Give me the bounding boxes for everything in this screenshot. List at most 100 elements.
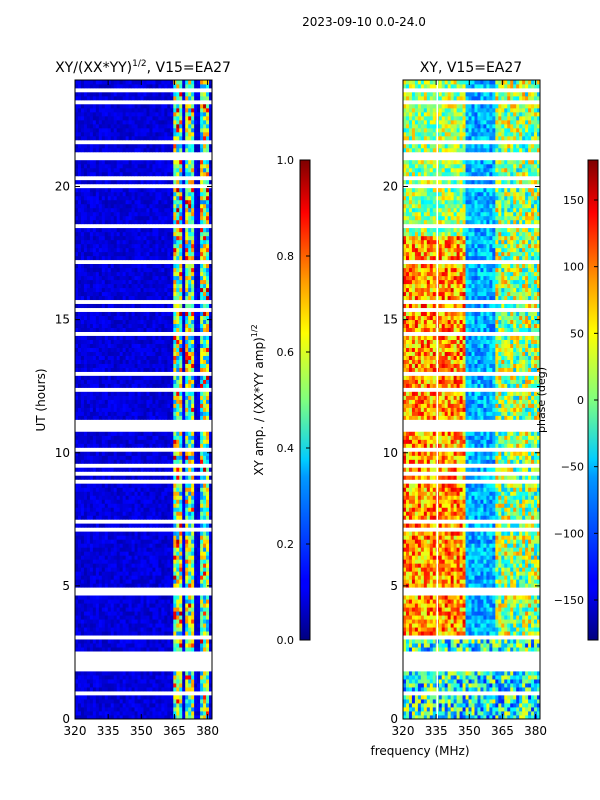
heatmap-cell [152,291,156,297]
heatmap-cell [113,703,118,708]
heatmap-cell [107,267,112,273]
heatmap-cell [107,683,112,688]
heatmap-cell [179,675,183,680]
heatmap-cell [173,315,177,321]
heatmap-cell [122,607,127,612]
heatmap-cell [89,243,94,249]
heatmap-cell [95,219,100,225]
heatmap-cell [155,603,159,608]
heatmap-cell [101,603,106,608]
heatmap-cell [146,623,150,628]
heatmap-cell [143,443,147,448]
heatmap-cell [173,475,177,480]
heatmap-cell [131,323,135,329]
heatmap-cell [83,439,88,444]
heatmap-cell [89,683,94,688]
heatmap-cell [170,523,174,528]
heatmap-cell [179,543,183,548]
heatmap-cell [167,535,171,540]
heatmap-cell [206,343,210,348]
heatmap-cell [209,211,212,217]
heatmap-cell [209,199,212,205]
heatmap-cell [95,615,100,620]
heatmap-cell [134,243,138,249]
heatmap-cell [122,399,127,404]
heatmap-cell [149,407,153,412]
heatmap-cell [125,687,130,692]
heatmap-cell [119,511,124,516]
heatmap-cell [83,207,88,213]
heatmap-cell [107,439,112,444]
heatmap-cell [83,263,88,269]
heatmap-cell [173,207,177,213]
heatmap-cell [101,395,106,400]
heatmap-cell [170,439,174,444]
heatmap-cell [149,399,153,404]
heatmap-cell [110,443,115,448]
heatmap-cell [134,407,138,412]
heatmap-cell [119,679,124,684]
heatmap-cell [170,231,174,237]
heatmap-cell [179,523,183,528]
heatmap-cell [122,511,127,516]
heatmap-cell [107,275,112,281]
heatmap-cell [179,303,183,309]
heatmap-cell [185,579,189,584]
heatmap-cell [83,359,88,364]
heatmap-cell [155,399,159,404]
heatmap-cell [101,459,106,464]
left-title-main: XY/(XX*YY) [55,60,132,76]
heatmap-cell [206,323,210,329]
heatmap-cell [122,675,127,680]
heatmap-cell [170,711,174,716]
heatmap-cell [128,671,132,676]
heatmap-cell [134,263,138,269]
heatmap-cell [119,355,124,360]
heatmap-cell [197,555,201,560]
heatmap-cell [182,707,186,712]
heatmap-cell [134,323,138,329]
heatmap-cell [152,215,156,221]
heatmap-cell [83,199,88,205]
heatmap-cell [155,455,159,460]
heatmap-cell [125,231,130,237]
heatmap-cell [158,467,162,472]
heatmap-cell [140,363,144,368]
heatmap-cell [200,251,204,257]
heatmap-cell [182,639,186,644]
heatmap-cell [176,575,180,580]
heatmap-cell [119,639,124,644]
heatmap-cell [185,475,189,480]
heatmap-cell [137,539,141,544]
heatmap-cell [152,239,156,245]
heatmap-cell [206,627,210,632]
heatmap-cell [164,415,168,420]
heatmap-cell [75,239,79,245]
heatmap-cell [149,711,153,716]
heatmap-cell [77,267,82,273]
heatmap-cell [98,187,103,193]
heatmap-cell [75,643,79,648]
heatmap-cell [149,199,153,205]
heatmap-cell [164,523,168,528]
heatmap-cell [152,219,156,225]
heatmap-cell [158,335,162,340]
heatmap-cell [86,599,91,604]
heatmap-cell [80,503,85,508]
heatmap-cell [161,399,165,404]
heatmap-cell [104,291,109,297]
heatmap-cell [101,267,106,273]
heatmap-cell [80,699,85,704]
heatmap-cell [191,431,195,436]
heatmap-cell [75,231,79,237]
heatmap-cell [119,595,124,600]
heatmap-cell [125,283,130,289]
heatmap-cell [143,363,147,368]
heatmap-cell [104,595,109,600]
heatmap-cell [203,383,207,388]
heatmap-cell [152,547,156,552]
heatmap-cell [203,187,207,193]
heatmap-cell [75,495,79,500]
heatmap-cell [146,191,150,197]
heatmap-cell [92,283,97,289]
